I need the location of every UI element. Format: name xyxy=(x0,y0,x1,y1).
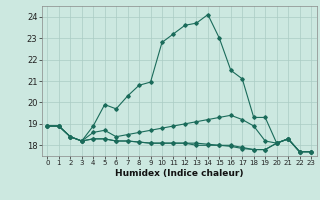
X-axis label: Humidex (Indice chaleur): Humidex (Indice chaleur) xyxy=(115,169,244,178)
